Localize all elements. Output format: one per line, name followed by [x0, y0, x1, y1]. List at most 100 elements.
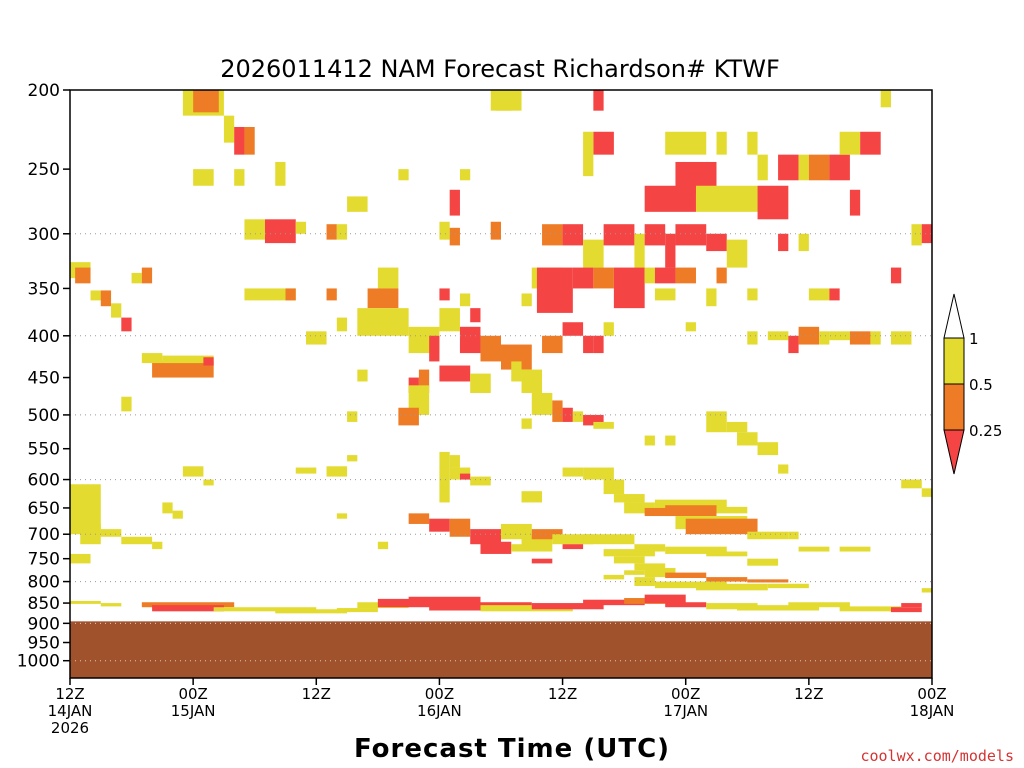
- ri-cell: [808, 288, 830, 301]
- ri-cell: [244, 127, 255, 155]
- ri-cell: [449, 189, 460, 216]
- ri-cell: [377, 541, 389, 550]
- ri-cell: [634, 563, 666, 571]
- ri-cell: [408, 377, 419, 393]
- ri-cell: [767, 331, 789, 341]
- ri-cell: [162, 355, 214, 364]
- ri-cell: [141, 267, 153, 284]
- ri-cell: [459, 473, 471, 480]
- ri-cell: [470, 529, 501, 545]
- ri-cell: [788, 531, 799, 540]
- x-tick-label: 2026: [51, 719, 89, 737]
- ri-cell: [757, 442, 779, 456]
- ri-cell: [880, 90, 891, 108]
- ri-cell: [182, 466, 204, 477]
- ri-cell: [193, 90, 219, 113]
- ri-cell: [162, 502, 173, 514]
- ri-cell: [531, 392, 553, 415]
- ri-cell: [675, 224, 707, 246]
- ri-cell: [75, 267, 91, 284]
- ri-cell: [675, 267, 696, 284]
- legend-bin-above-1: [943, 293, 965, 339]
- ri-cell: [552, 400, 563, 422]
- y-tick-label: 550: [28, 440, 60, 460]
- x-tick-label: 14JAN: [48, 702, 93, 720]
- ri-cell: [377, 267, 399, 289]
- ri-cell: [542, 224, 563, 246]
- legend-label: 0.5: [969, 376, 993, 394]
- y-tick-label: 1000: [17, 652, 60, 672]
- ri-cell: [685, 322, 696, 332]
- source-credit: coolwx.com/models: [860, 747, 1014, 765]
- plot-frame: [69, 89, 933, 679]
- ri-cell: [706, 233, 727, 252]
- ri-cell: [901, 603, 922, 608]
- ri-cell: [306, 331, 327, 345]
- ri-cell: [429, 518, 450, 532]
- y-tick-label: 450: [28, 369, 60, 389]
- ri-cell: [562, 322, 584, 336]
- ri-cell: [583, 239, 604, 268]
- ri-cell: [901, 479, 922, 489]
- ri-cell: [439, 221, 450, 240]
- ri-cell: [141, 602, 235, 608]
- ri-cell: [778, 464, 789, 474]
- ri-cell: [203, 479, 214, 486]
- ri-cell: [408, 513, 430, 524]
- ri-cell: [357, 308, 409, 336]
- ri-cell: [285, 288, 296, 301]
- ri-cell: [644, 267, 655, 284]
- ri-cell: [542, 335, 563, 354]
- ri-cell: [747, 558, 779, 566]
- ri-cell: [634, 544, 666, 552]
- terrain-fill: [70, 621, 932, 678]
- ri-cell: [706, 288, 717, 307]
- ri-cell: [234, 127, 245, 155]
- ri-cell: [634, 577, 655, 586]
- x-tick-label: 00Z: [178, 685, 207, 703]
- ri-cell: [336, 224, 348, 240]
- ri-cell: [480, 541, 512, 554]
- ri-cell: [470, 373, 491, 393]
- ri-cell: [778, 154, 799, 181]
- ri-cell: [408, 385, 430, 415]
- x-tick-label: 12Z: [302, 685, 331, 703]
- ri-cell: [654, 581, 727, 589]
- ri-cell: [747, 131, 758, 155]
- legend-bin-0.25-0.5: [943, 383, 965, 431]
- ri-cell: [459, 169, 471, 181]
- ri-cell: [798, 154, 809, 181]
- ri-cell: [495, 90, 512, 111]
- ri-cell: [921, 488, 932, 497]
- ri-cell: [757, 154, 768, 181]
- ri-cell: [583, 599, 645, 606]
- ri-cell: [685, 518, 758, 535]
- ri-cell: [347, 411, 358, 422]
- y-tick-label: 950: [28, 634, 60, 654]
- ri-cell: [829, 154, 850, 181]
- ri-cell: [326, 288, 337, 301]
- ri-cell: [624, 293, 635, 307]
- ri-cell: [449, 227, 460, 246]
- ri-cell: [767, 583, 809, 589]
- ri-cell: [808, 154, 830, 181]
- terrain-layer: [70, 621, 932, 678]
- ri-cell: [716, 506, 748, 514]
- ri-cell: [429, 335, 440, 362]
- ri-cell: [100, 290, 112, 307]
- ri-cell: [788, 335, 799, 354]
- x-tick-label: 15JAN: [171, 702, 216, 720]
- ri-cell: [572, 411, 584, 422]
- ri-cell: [439, 365, 471, 382]
- ri-cell: [603, 574, 625, 580]
- y-tick-label: 700: [28, 525, 60, 545]
- ri-cell: [213, 607, 317, 612]
- ri-cell: [870, 331, 881, 345]
- ri-cell: [336, 608, 378, 613]
- chart-title: 2026011412 NAM Forecast Richardson# KTWF: [220, 55, 780, 83]
- ri-cell: [131, 272, 142, 284]
- ri-cell: [849, 331, 871, 345]
- ri-cell: [367, 288, 399, 309]
- y-tick-label: 300: [28, 225, 60, 245]
- ri-cell: [644, 185, 696, 212]
